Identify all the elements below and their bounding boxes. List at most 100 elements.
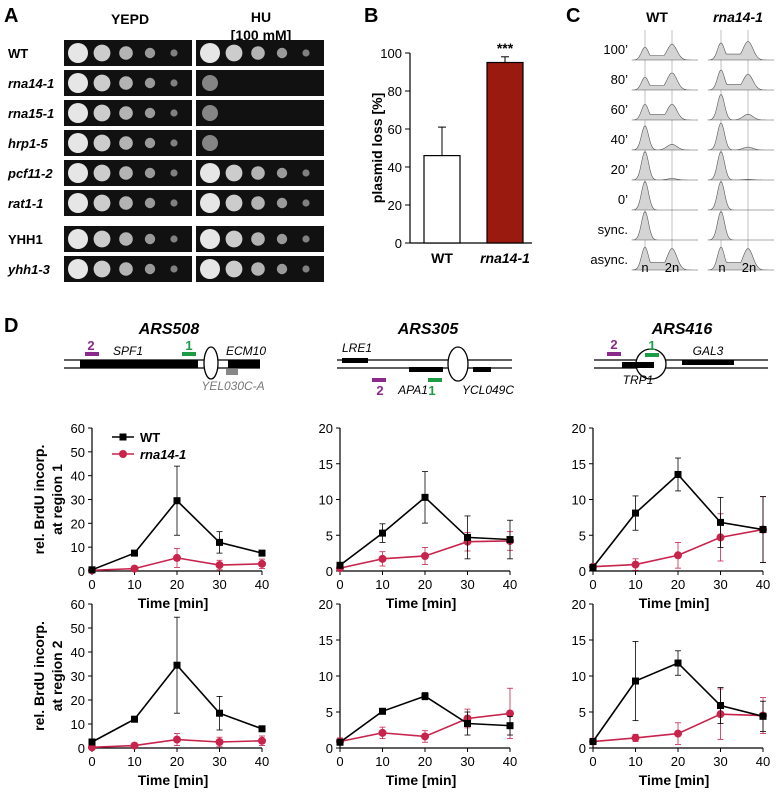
data-point-wt <box>589 563 597 571</box>
strain-label: WT <box>8 46 28 61</box>
locus-title: ARS305 <box>397 321 460 338</box>
schematic-ars305: ARS305 2 1 LRE1 APA1 YCL049C <box>337 321 514 398</box>
x-tick-label: 30 <box>460 754 474 769</box>
yeast-spot <box>170 265 178 273</box>
facs-row-label: sync. <box>598 222 628 237</box>
y-tick-label: 0 <box>395 236 402 251</box>
x-tick-label: 10 <box>375 577 389 592</box>
data-point-rna14 <box>378 554 387 563</box>
x-axis-label: Time [min] <box>138 595 209 611</box>
y-tick-label: 15 <box>572 633 586 648</box>
strain-label: pcf11-2 <box>7 166 53 181</box>
yeast-spot <box>170 169 178 177</box>
facs-x-n-wt: n <box>641 260 648 275</box>
yeast-spot <box>144 47 156 59</box>
bar <box>486 61 524 244</box>
x-tick-label: 40 <box>503 577 517 592</box>
data-point-wt <box>131 549 138 557</box>
yeast-spot <box>119 232 133 246</box>
data-point-rna14 <box>258 736 266 745</box>
facs-col-rna14: rna14-1 <box>713 9 763 25</box>
yeast-spot <box>144 263 156 275</box>
y-tick-label: 20 <box>71 516 85 531</box>
yeast-spot <box>276 263 288 275</box>
y-tick-label: 10 <box>71 717 85 732</box>
yeast-spot <box>68 133 88 153</box>
data-point-rna14 <box>173 553 181 562</box>
yeast-spot <box>170 139 178 147</box>
yeast-spot <box>93 260 111 278</box>
y-tick-label: 15 <box>319 457 333 472</box>
plasmid-loss-chart: 0 20 40 60 80 100 plasmid loss [%] WT rna14-1 *** <box>369 40 532 266</box>
yeast-spot <box>119 196 133 210</box>
yeast-spot <box>144 107 156 119</box>
yeast-spot <box>68 73 88 93</box>
yeast-spot <box>225 194 243 212</box>
schematic-ars508: ARS508 2 1 SPF1 ECM10 YEL030C-A <box>64 321 266 393</box>
yeast-spot <box>68 103 88 123</box>
y-tick-label: 50 <box>71 621 85 636</box>
legend: WT rna14-1 <box>112 430 186 462</box>
yeast-spot <box>225 230 243 248</box>
yeast-spot <box>93 194 111 212</box>
y-tick-label: 60 <box>388 122 402 137</box>
y-tick-label: 60 <box>71 421 85 436</box>
data-point-wt <box>759 712 767 720</box>
data-point-rna14 <box>130 741 139 750</box>
x-tick-label: 30 <box>713 754 727 769</box>
hu-concentration-header: [100 mM] <box>231 27 292 43</box>
data-point-wt <box>336 561 344 569</box>
panel-letter-c: C <box>566 5 580 27</box>
panel-letter-d: D <box>4 315 18 337</box>
yeast-spot <box>93 164 111 182</box>
data-point-wt <box>216 709 223 717</box>
x-tick-label: 0 <box>589 577 596 592</box>
y-tick-label: 30 <box>71 669 85 684</box>
region2-marker <box>372 378 386 382</box>
yeast-spot <box>93 44 111 62</box>
facs-row-label: 100’ <box>603 42 628 57</box>
yeast-spot <box>68 43 88 63</box>
facs-histogram <box>707 41 775 61</box>
yeast-spot <box>93 104 111 122</box>
data-point-wt <box>173 497 181 505</box>
yeast-spot <box>170 49 178 57</box>
region2-label: 2 <box>610 337 617 352</box>
x-tick-label: 40 <box>503 754 517 769</box>
gene-box-ecm10 <box>228 360 260 368</box>
x-tick-label: 0 <box>336 754 343 769</box>
data-point-rna14 <box>215 561 224 570</box>
yeast-spot <box>200 193 220 213</box>
gene-label-trp1: TRP1 <box>623 373 654 387</box>
y-tick-label: 10 <box>572 669 586 684</box>
facs-x-2n-wt: 2n <box>665 260 679 275</box>
y-tick-label: 0 <box>78 741 85 756</box>
locus-title: ARS508 <box>138 321 200 338</box>
data-point-rna14 <box>631 733 640 742</box>
y-axis-label: rel. BrdU incorp. <box>31 621 47 731</box>
x-tick-label: 30 <box>212 754 226 769</box>
yeast-spot <box>276 167 288 179</box>
data-point-wt <box>759 526 767 534</box>
gene-label-spf1: SPF1 <box>113 344 143 358</box>
yeast-spot <box>251 232 265 246</box>
facs-histogram <box>707 246 774 271</box>
legend-label-wt: WT <box>140 430 160 445</box>
locus-title: ARS416 <box>651 321 713 338</box>
yeast-spot <box>144 167 156 179</box>
yeast-spot <box>302 265 310 273</box>
facs-panel: 100’ 80’ 60’ 40’ 20’ 0’ sync. async. <box>590 30 775 271</box>
yepd-header: YEPD <box>111 11 149 27</box>
data-point-rna14 <box>421 551 429 560</box>
data-point-wt <box>88 738 96 746</box>
x-tick-label: 0 <box>336 577 343 592</box>
yeast-spot <box>119 46 133 60</box>
facs-histogram <box>631 44 698 61</box>
x-tick-label: 10 <box>628 754 642 769</box>
y-tick-label: 0 <box>326 741 333 756</box>
y-tick-label: 20 <box>572 421 586 436</box>
y-tick-label: 20 <box>572 597 586 612</box>
region1-marker <box>428 378 442 382</box>
y-tick-label: 20 <box>388 198 402 213</box>
